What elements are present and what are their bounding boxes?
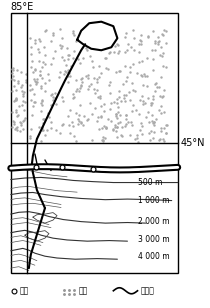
Text: 45°N: 45°N <box>181 139 205 148</box>
Text: 1 000 m: 1 000 m <box>138 196 169 205</box>
Polygon shape <box>77 22 117 50</box>
Text: 等高线: 等高线 <box>140 286 154 295</box>
Bar <box>11 13 178 273</box>
Text: 沙漠: 沙漠 <box>78 286 87 295</box>
Text: 3 000 m: 3 000 m <box>138 235 169 244</box>
Text: 城市: 城市 <box>20 286 29 295</box>
Text: 500 m: 500 m <box>138 178 162 187</box>
Text: 2 000 m: 2 000 m <box>138 217 169 226</box>
Text: 4 000 m: 4 000 m <box>138 252 169 261</box>
Text: 85°E: 85°E <box>11 2 34 12</box>
